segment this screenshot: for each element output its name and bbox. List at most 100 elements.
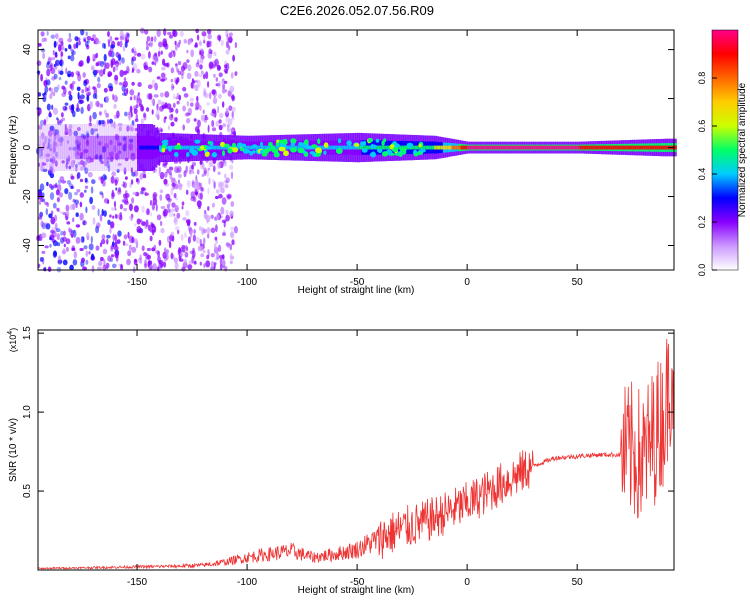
heatmap-cell <box>143 112 147 118</box>
heatmap-cell <box>189 250 195 255</box>
heatmap-cell <box>126 135 129 160</box>
snr-multiplier-base: (x10 <box>8 335 18 353</box>
heatmap-cell <box>145 208 151 216</box>
heatmap-cell <box>205 260 211 268</box>
heatmap-cell <box>132 124 136 171</box>
heatmap-cell <box>504 145 508 150</box>
heatmap-cell <box>118 263 121 267</box>
heatmap-cell <box>123 181 127 189</box>
heatmap-cell <box>177 61 182 66</box>
heatmap-cell <box>53 86 59 93</box>
heatmap-cell <box>174 40 177 46</box>
heatmap-cell <box>128 143 133 151</box>
heatmap-cell <box>168 241 172 249</box>
heatmap-cell <box>39 213 42 218</box>
heatmap-cell <box>49 166 53 175</box>
heatmap-cell <box>124 140 128 148</box>
heatmap-cell <box>78 40 81 46</box>
heatmap-cell <box>97 221 101 226</box>
heatmap-cell <box>44 135 48 160</box>
heatmap-cell <box>67 73 71 78</box>
heatmap-cell <box>76 86 81 92</box>
heatmap-cell <box>193 260 197 265</box>
heatmap-cell <box>156 103 159 111</box>
snr-x-ticks: -150 -100 -50 0 50 <box>127 330 583 588</box>
heatmap-cell <box>55 189 60 196</box>
heatmap-cell <box>184 251 189 258</box>
heatmap-cell <box>572 145 576 150</box>
heatmap-cell <box>120 263 123 268</box>
heatmap-cell <box>227 145 231 150</box>
heatmap-cell <box>368 138 373 143</box>
heatmap-cell <box>590 145 594 150</box>
heatmap-cell <box>149 199 153 206</box>
heatmap-cell <box>90 37 95 42</box>
heatmap-cell <box>178 39 182 45</box>
heatmap-cell <box>240 145 244 150</box>
heatmap-cell <box>180 233 184 242</box>
heatmap-cell <box>68 135 72 160</box>
heatmap-cell <box>111 207 114 211</box>
heatmap-cell <box>41 222 46 230</box>
heatmap-cell <box>81 89 85 94</box>
heatmap-cell <box>315 145 319 150</box>
heatmap-cell <box>68 183 74 188</box>
heatmap-cell <box>379 145 382 150</box>
heatmap-cell <box>311 144 318 149</box>
heatmap-cell <box>182 105 187 112</box>
heatmap-cell <box>218 124 223 131</box>
heatmap-cell <box>168 166 174 171</box>
heatmap-cell <box>203 87 207 94</box>
heatmap-cell <box>221 259 226 267</box>
heatmap-cell <box>603 145 607 150</box>
heatmap-cell <box>62 106 68 111</box>
heatmap-cell <box>326 145 330 150</box>
heatmap-cell <box>199 160 204 164</box>
heatmap-cell <box>110 254 115 258</box>
heatmap-cell <box>231 94 235 102</box>
heatmap-cell <box>212 96 218 105</box>
heatmap-cell <box>53 135 57 160</box>
heatmap-cell <box>612 145 616 150</box>
heatmap-cell <box>51 104 54 111</box>
heatmap-cell <box>163 178 168 185</box>
heatmap-cell <box>236 142 243 148</box>
heatmap-cell <box>181 244 186 250</box>
colorbar-ticks: 0.0 0.2 0.4 0.6 0.8 <box>697 72 717 276</box>
heatmap-cell <box>210 214 214 219</box>
heatmap-cell <box>381 140 385 146</box>
heatmap-cell <box>155 113 158 118</box>
heatmap-cell <box>542 145 545 150</box>
heatmap-cell <box>222 101 225 108</box>
heatmap-cell <box>194 42 198 48</box>
heatmap-cell <box>203 92 209 99</box>
heatmap-cell <box>95 245 100 251</box>
heatmap-cell <box>174 166 179 174</box>
heatmap-cell <box>231 239 235 246</box>
heatmap-cell <box>224 173 227 179</box>
heatmap-cell <box>88 251 91 255</box>
heatmap-cell <box>215 77 218 82</box>
heatmap-cell <box>350 145 354 150</box>
heatmap-cell <box>92 34 96 39</box>
heatmap-cell <box>104 175 108 180</box>
heatmap-cell <box>131 48 135 53</box>
heatmap-cell <box>160 128 163 133</box>
heatmap-cell <box>130 135 134 160</box>
heatmap-cell <box>197 119 201 128</box>
heatmap-cell <box>201 173 205 177</box>
heatmap-cell <box>92 111 97 120</box>
heatmap-cell <box>121 33 126 38</box>
heatmap-cell <box>41 37 45 43</box>
heatmap-cell <box>84 167 89 175</box>
heatmap-cell <box>321 145 325 150</box>
heatmap-cell <box>99 124 103 171</box>
heatmap-cell <box>420 145 424 150</box>
heatmap-cell <box>183 258 188 264</box>
heatmap-cell <box>148 145 151 150</box>
heatmap-cell <box>170 231 175 237</box>
heatmap-cell <box>101 208 104 217</box>
heatmap-cell <box>106 135 109 160</box>
x-tick-label: -100 <box>237 577 257 588</box>
heatmap-cell <box>85 259 89 265</box>
